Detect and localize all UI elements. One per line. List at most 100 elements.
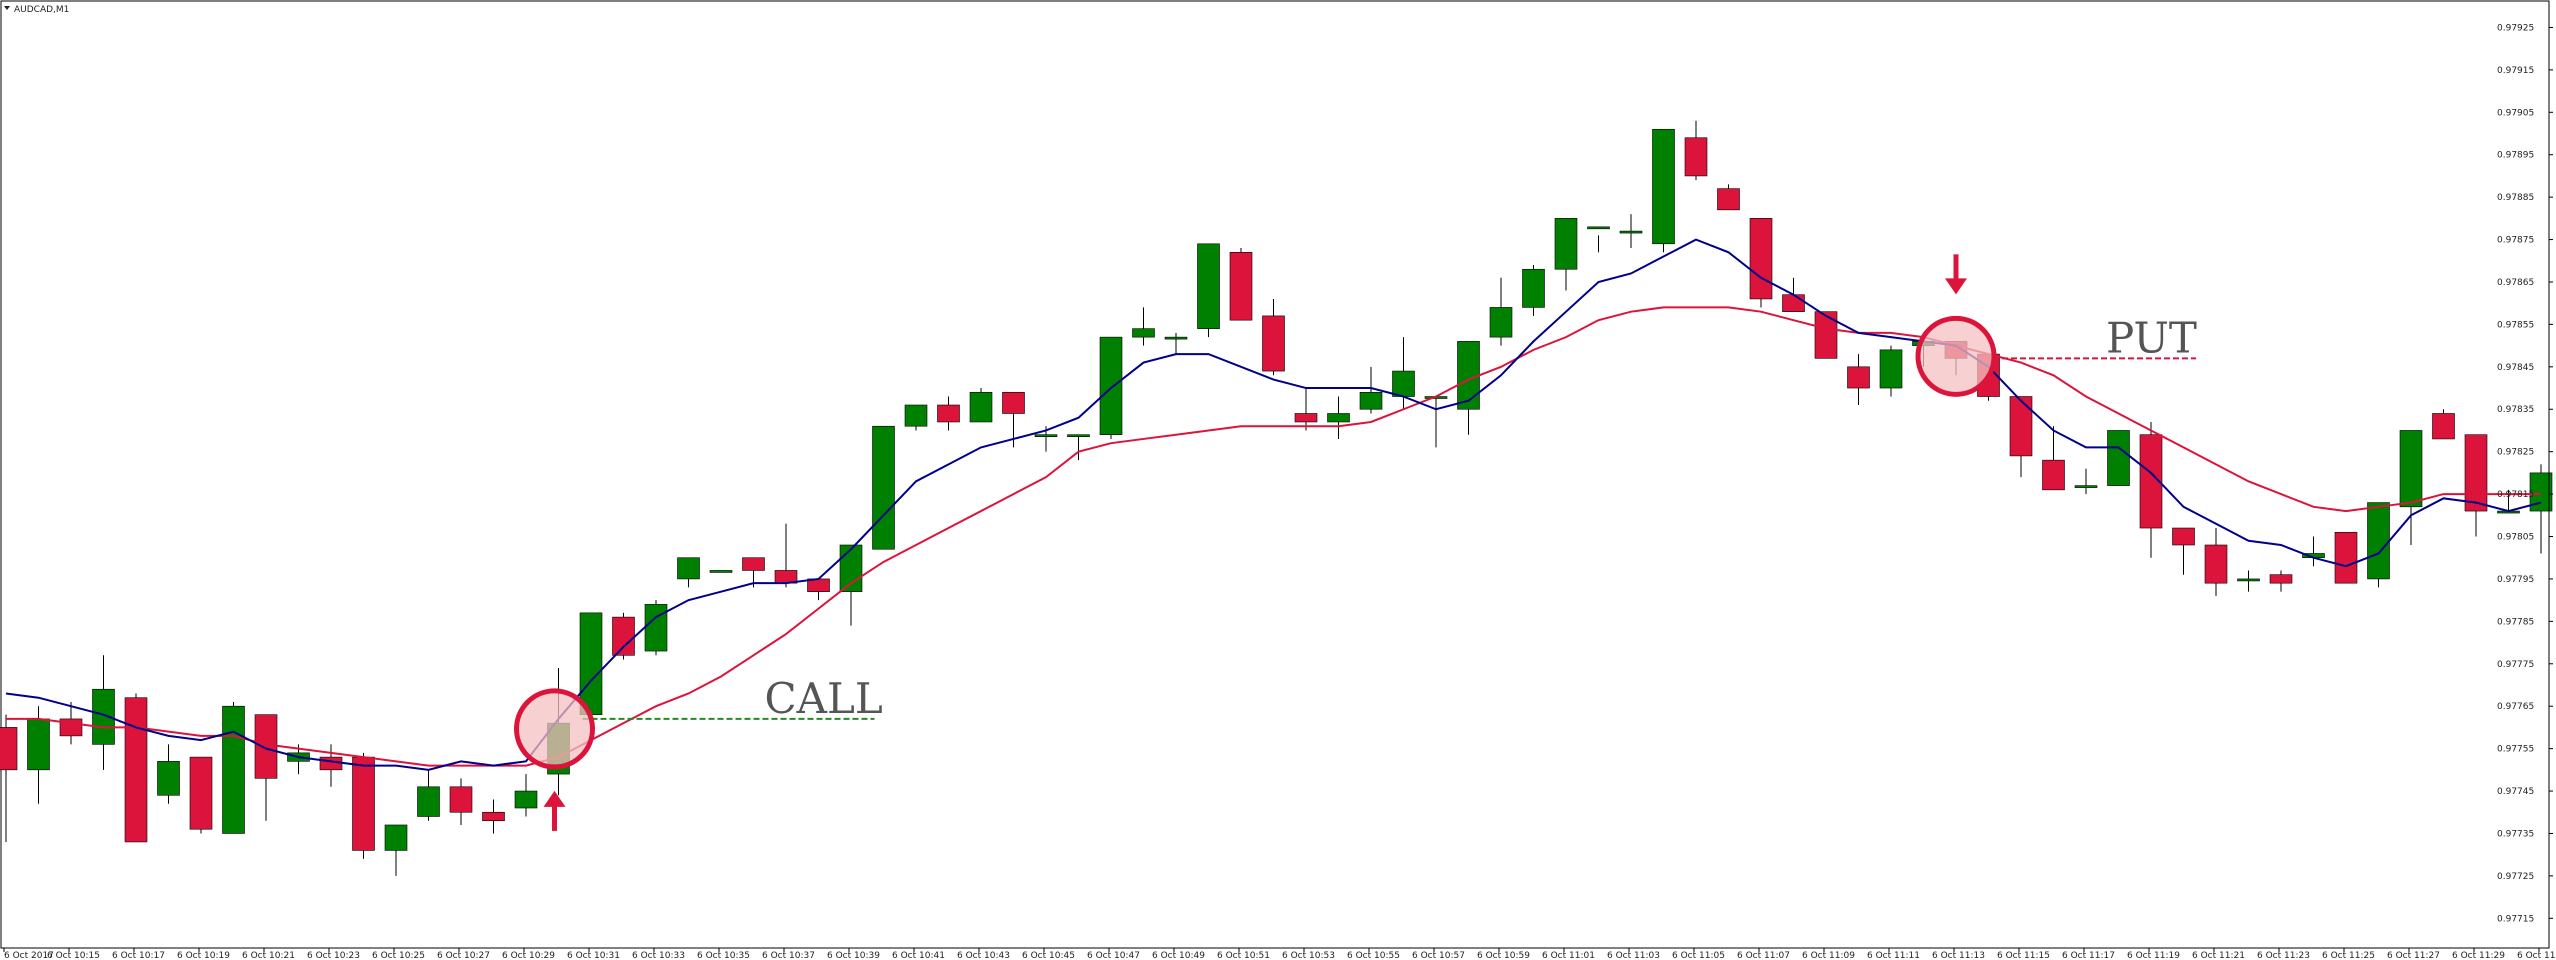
x-tick-label: 6 Oct 10:59	[1477, 951, 1530, 960]
candle	[482, 799, 505, 834]
x-tick-label: 6 Oct 11:21	[2192, 951, 2245, 960]
candle-body	[2399, 430, 2423, 508]
x-tick-label: 6 Oct 11:01	[1542, 951, 1595, 960]
candle-body	[0, 727, 18, 771]
y-tick-label: 0.97925	[2497, 23, 2534, 33]
candle-body	[742, 557, 765, 571]
x-tick-label: 6 Oct 10:29	[502, 951, 555, 960]
candle-body	[189, 756, 213, 830]
x-tick-label: 6 Oct 10:47	[1087, 951, 1140, 960]
candle	[2334, 531, 2358, 584]
candle-body	[937, 404, 960, 423]
candle-body	[2237, 578, 2260, 582]
candle-body	[612, 616, 635, 656]
candle	[449, 778, 473, 825]
candle	[1164, 332, 1188, 355]
candle-body	[2529, 472, 2553, 512]
candle-body	[1034, 434, 1058, 437]
candle-body	[2139, 434, 2163, 529]
candle	[1132, 307, 1155, 346]
x-tick-label: 6 Oct 11:03	[1607, 951, 1660, 960]
candle-body	[417, 786, 440, 817]
x-tick-label: 6 Oct 10:37	[762, 951, 815, 960]
candle-body	[1132, 328, 1155, 338]
x-tick-label: 6 Oct 10:35	[697, 951, 750, 960]
candle	[2464, 434, 2488, 537]
x-tick-label: 6 Oct 10:31	[567, 951, 620, 960]
candle-body	[1099, 336, 1123, 435]
candle	[2529, 464, 2553, 554]
signals-layer: CALL PUT	[514, 254, 2197, 831]
candle	[1717, 184, 1740, 211]
y-tick-label: 0.97845	[2497, 363, 2534, 373]
candle-body	[1879, 349, 1903, 389]
y-tick-label: 0.97915	[2497, 66, 2534, 76]
y-tick-label: 0.97805	[2497, 533, 2534, 543]
candle	[644, 600, 668, 656]
candle	[1424, 396, 1448, 448]
candle	[2204, 528, 2228, 596]
candle	[254, 714, 278, 821]
candle	[774, 523, 798, 588]
candle	[1067, 434, 1090, 461]
candle	[124, 693, 148, 843]
candle	[1392, 337, 1415, 410]
x-tick-label: 6 Oct 11:09	[1802, 951, 1855, 960]
candle-body	[1554, 218, 1578, 270]
ma-slow-line	[6, 306, 2541, 767]
candle-body	[1067, 434, 1090, 437]
candle-body	[1587, 226, 1610, 230]
x-tick-label: 6 Oct 11:05	[1672, 951, 1725, 960]
candle	[1749, 218, 1773, 308]
candle	[1814, 311, 1838, 359]
candle	[709, 570, 733, 573]
candle-body	[2042, 459, 2065, 491]
candle	[1847, 354, 1870, 406]
x-tick-label: 6 Oct 10:49	[1152, 951, 1205, 960]
chart-menu-icon[interactable]	[4, 6, 10, 10]
candle-body	[2367, 502, 2390, 580]
candle-body	[1197, 243, 1220, 329]
x-tick-label: 6 Oct 10:21	[242, 951, 295, 960]
x-tick-label: 6 Oct 10:17	[112, 951, 165, 960]
candle-body	[839, 544, 863, 592]
x-tick-label: 6 Oct 10:39	[827, 951, 880, 960]
arrow-down-head-icon	[1945, 278, 1967, 295]
x-tick-label: 6 Oct 10:51	[1217, 951, 1270, 960]
candle-body	[157, 761, 180, 796]
candle	[1554, 218, 1578, 291]
candle	[384, 824, 408, 876]
candle	[1879, 345, 1903, 397]
x-tick-label: 6 Oct 11:31	[2517, 951, 2556, 960]
signal-label: CALL	[765, 674, 883, 723]
candle	[1619, 214, 1643, 249]
candle	[1522, 265, 1545, 316]
x-tick-label: 6 Oct 10:19	[177, 951, 230, 960]
signal-marker-circle	[1915, 315, 1997, 397]
candle	[1457, 341, 1480, 435]
candle	[1229, 248, 1253, 321]
candle-body	[1229, 251, 1253, 321]
candle-body	[2269, 574, 2293, 584]
candle	[579, 612, 603, 719]
y-tick-label: 0.97885	[2497, 193, 2534, 203]
candle-body	[1684, 137, 1708, 177]
candle	[872, 425, 895, 550]
candle	[222, 701, 245, 834]
candle-body	[1652, 128, 1675, 245]
candle-body	[1327, 413, 1350, 423]
x-tick-label: 6 Oct 11:17	[2062, 951, 2115, 960]
candle-body	[27, 718, 50, 771]
candle-body	[2464, 434, 2488, 512]
y-tick-label: 0.97855	[2497, 320, 2534, 330]
y-tick-label: 0.97865	[2497, 278, 2534, 288]
candle	[417, 769, 440, 821]
candle-body	[1814, 311, 1838, 359]
candle-body	[254, 714, 278, 779]
candle	[2269, 570, 2293, 592]
moving-averages-layer	[5, 238, 2542, 771]
y-tick-label: 0.97715	[2497, 914, 2534, 924]
